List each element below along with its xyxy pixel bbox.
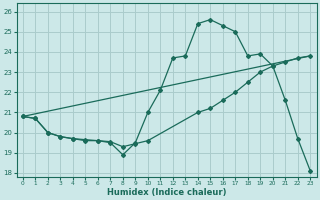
- X-axis label: Humidex (Indice chaleur): Humidex (Indice chaleur): [107, 188, 226, 197]
